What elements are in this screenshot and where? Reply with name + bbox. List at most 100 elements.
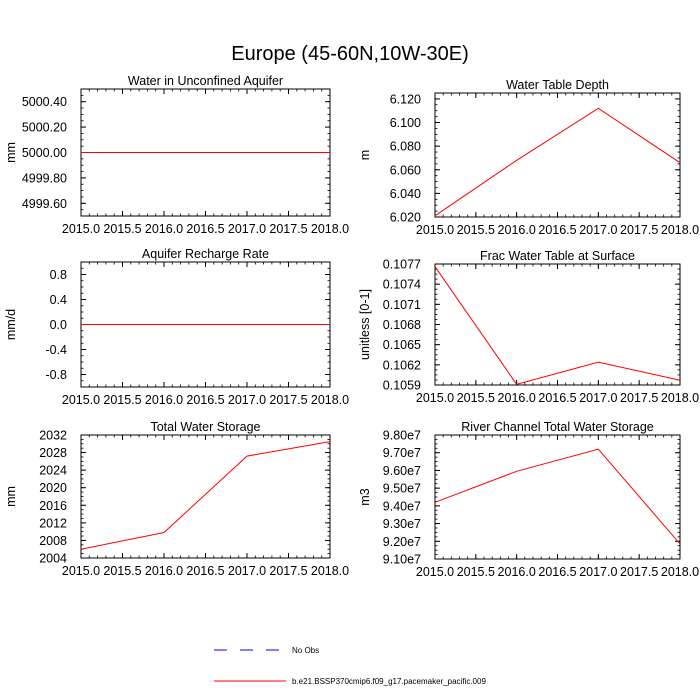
x-tick-label: 2017.5 — [620, 391, 658, 405]
figure-title: Europe (45-60N,10W-30E) — [231, 43, 469, 65]
panel-title: River Channel Total Water Storage — [461, 420, 654, 434]
series-line — [434, 266, 681, 385]
x-tick-label: 2015.5 — [457, 565, 495, 579]
x-tick-label: 2017.0 — [228, 393, 266, 407]
y-tick-label: -0.4 — [45, 343, 67, 357]
plot-frame — [434, 263, 681, 386]
panel-title: Aquifer Recharge Rate — [142, 247, 269, 261]
plot-frame — [80, 434, 331, 559]
y-tick-label: 0.8 — [50, 268, 67, 282]
panel-title: Frac Water Table at Surface — [480, 249, 635, 263]
y-tick-label: 2032 — [39, 429, 67, 443]
y-tick-label: 5000.40 — [22, 95, 67, 109]
y-tick-label: 0.1071 — [383, 298, 421, 312]
x-tick-label: 2018.0 — [311, 222, 349, 236]
x-tick-label: 2018.0 — [661, 223, 699, 237]
x-tick-label: 2015.0 — [62, 564, 100, 578]
y-tick-label: 0.1059 — [383, 379, 421, 393]
x-tick-label: 2015.0 — [416, 391, 454, 405]
panel-4: Frac Water Table at Surface unitless [0-1… — [358, 249, 699, 405]
x-tick-label: 2015.5 — [457, 223, 495, 237]
y-tick-label: 2028 — [39, 446, 67, 460]
y-axis-label: unitless [0-1] — [358, 289, 372, 360]
y-tick-label: 2008 — [39, 534, 67, 548]
y-tick-label: -0.8 — [45, 368, 67, 382]
legend-label: No Obs — [292, 646, 319, 655]
plot-frame — [434, 92, 681, 218]
x-tick-label: 2016.0 — [498, 391, 536, 405]
panel-2: Water Table Depth m 2015.0 2015.5 2016.0 2016… — [358, 78, 699, 237]
y-tick-label: 6.100 — [390, 116, 421, 130]
x-tick-label: 2016.5 — [538, 391, 576, 405]
y-axis-label: mm — [4, 486, 18, 507]
panel-6: River Channel Total Water Storage m3 2015.… — [358, 420, 699, 579]
legend-label: b.e21.BSSP370cmip6.f09_g17.pacemaker_pac… — [292, 677, 486, 686]
x-tick-label: 2017.0 — [228, 222, 266, 236]
y-axis-label: m — [358, 150, 372, 160]
x-tick-label: 2015.0 — [416, 223, 454, 237]
x-tick-label: 2015.5 — [457, 391, 495, 405]
y-tick-label: 9.60e7 — [383, 464, 421, 478]
y-tick-label: 2016 — [39, 499, 67, 513]
plot-frame — [434, 434, 681, 560]
x-tick-label: 2016.0 — [145, 222, 183, 236]
x-tick-label: 2015.5 — [103, 222, 141, 236]
x-tick-label: 2015.0 — [62, 222, 100, 236]
y-tick-label: 5000.00 — [22, 146, 67, 160]
x-tick-label: 2015.0 — [416, 565, 454, 579]
y-tick-label: 0.1077 — [383, 258, 421, 272]
y-tick-label: 6.080 — [390, 140, 421, 154]
series-line — [434, 107, 681, 217]
x-tick-label: 2017.5 — [269, 393, 307, 407]
x-tick-label: 2017.5 — [269, 564, 307, 578]
y-tick-label: 9.50e7 — [383, 482, 421, 496]
x-tick-label: 2017.5 — [620, 565, 658, 579]
series-line — [80, 441, 331, 550]
x-tick-label: 2016.5 — [186, 393, 224, 407]
legend: No Obs b.e21.BSSP370cmip6.f09_g17.pacemak… — [214, 646, 486, 686]
x-tick-label: 2016.5 — [538, 223, 576, 237]
y-axis-label: mm/d — [4, 309, 18, 340]
x-tick-label: 2015.5 — [103, 564, 141, 578]
y-tick-label: 0.1074 — [383, 278, 421, 292]
y-tick-label: 6.120 — [390, 92, 421, 106]
y-tick-label: 6.020 — [390, 211, 421, 225]
y-tick-label: 9.40e7 — [383, 499, 421, 513]
y-axis-label: m3 — [358, 488, 372, 505]
x-tick-label: 2018.0 — [311, 393, 349, 407]
x-tick-label: 2015.5 — [103, 393, 141, 407]
x-tick-label: 2016.5 — [538, 565, 576, 579]
x-tick-label: 2015.0 — [62, 393, 100, 407]
x-tick-label: 2018.0 — [311, 564, 349, 578]
y-tick-label: 9.70e7 — [383, 446, 421, 460]
y-tick-label: 2012 — [39, 516, 67, 530]
y-tick-label: 9.20e7 — [383, 535, 421, 549]
panel-3: Aquifer Recharge Rate mm/d 2015.0 2015.5 201… — [4, 247, 349, 407]
x-tick-label: 2016.0 — [498, 223, 536, 237]
y-tick-label: 6.040 — [390, 187, 421, 201]
x-tick-label: 2017.0 — [579, 391, 617, 405]
x-tick-label: 2016.0 — [145, 393, 183, 407]
x-tick-label: 2017.0 — [228, 564, 266, 578]
x-tick-label: 2017.5 — [269, 222, 307, 236]
y-tick-label: 0.0 — [50, 318, 67, 332]
x-tick-label: 2017.0 — [579, 565, 617, 579]
y-tick-label: 6.060 — [390, 163, 421, 177]
y-tick-label: 2020 — [39, 481, 67, 495]
y-tick-label: 5000.20 — [22, 121, 67, 135]
x-tick-label: 2018.0 — [661, 565, 699, 579]
x-tick-label: 2017.5 — [620, 223, 658, 237]
y-tick-label: 2004 — [39, 552, 67, 566]
x-tick-label: 2018.0 — [661, 391, 699, 405]
y-tick-label: 9.30e7 — [383, 517, 421, 531]
panel-title: Water in Unconfined Aquifer — [128, 74, 283, 88]
y-axis-label: mm — [4, 142, 18, 163]
y-tick-label: 0.1065 — [383, 338, 421, 352]
y-tick-label: 0.1068 — [383, 318, 421, 332]
y-tick-label: 0.4 — [50, 293, 67, 307]
panel-title: Water Table Depth — [506, 78, 609, 92]
x-tick-label: 2016.0 — [498, 565, 536, 579]
y-tick-label: 4999.80 — [22, 171, 67, 185]
